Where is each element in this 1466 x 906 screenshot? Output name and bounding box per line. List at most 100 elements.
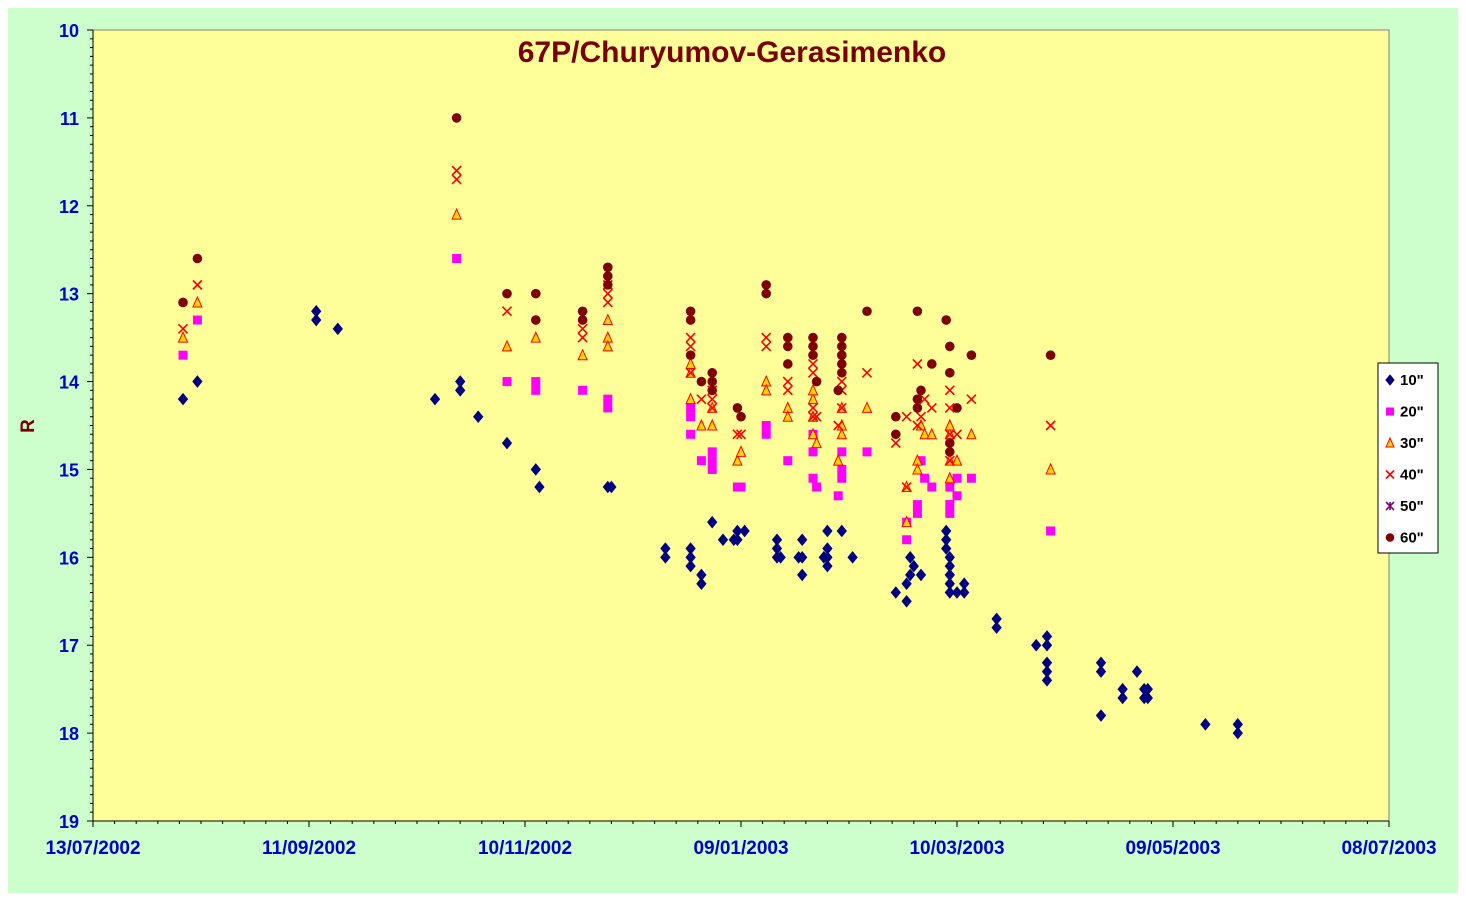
axes: 10 11 12 13 14 15 16 17 18 19 13/07/2002 11/09/2002… [45, 21, 1436, 859]
legend-box [1377, 362, 1439, 554]
data-point [332, 322, 343, 336]
data-point [455, 384, 466, 397]
data-point [808, 473, 818, 483]
data-point [915, 568, 927, 582]
data-point [603, 280, 613, 290]
data-point [966, 473, 976, 483]
data-point [808, 341, 818, 352]
data-point [177, 392, 189, 406]
data-point [1045, 462, 1056, 475]
data-point [915, 411, 927, 422]
data-point [602, 288, 613, 299]
data-point [761, 421, 771, 430]
data-point [736, 482, 746, 492]
data-point [793, 551, 804, 564]
data-point [833, 420, 844, 431]
series-6 [178, 113, 1056, 457]
data-point [926, 427, 938, 440]
data-point [905, 551, 916, 564]
data-point [606, 480, 617, 494]
data-point [451, 207, 462, 220]
data-point [531, 377, 541, 387]
data-point [696, 376, 707, 387]
data-point [912, 403, 923, 413]
data-point [783, 359, 793, 369]
data-point [837, 367, 847, 378]
data-point [602, 297, 613, 308]
data-point [177, 330, 189, 343]
legend-label: 40" [1400, 467, 1424, 484]
data-point [735, 429, 747, 440]
data-point [837, 359, 847, 369]
data-point [707, 402, 718, 413]
data-point [732, 429, 743, 440]
data-point [603, 394, 613, 404]
data-point [783, 341, 793, 352]
data-point [685, 315, 696, 325]
data-point [501, 436, 513, 450]
data-point [912, 420, 923, 431]
y-tick-label: 17 [59, 636, 79, 656]
y-tick-label: 14 [59, 373, 79, 393]
data-point [797, 568, 808, 582]
data-point [531, 385, 541, 395]
data-point [905, 568, 916, 582]
data-point [717, 533, 729, 547]
data-point [1131, 665, 1143, 678]
data-point [603, 403, 613, 413]
data-point [811, 411, 822, 422]
data-point [959, 586, 970, 599]
data-point [807, 383, 819, 396]
data-point [916, 385, 926, 396]
data-point [534, 480, 545, 494]
data-point [919, 427, 930, 440]
data-point [919, 394, 930, 405]
data-point [761, 341, 772, 352]
data-point [952, 473, 962, 483]
data-point [783, 332, 793, 343]
data-point [761, 332, 772, 343]
data-point [531, 288, 541, 299]
data-point [685, 341, 696, 352]
data-point [577, 348, 588, 361]
data-point [685, 367, 696, 378]
data-point [1232, 726, 1243, 740]
data-point [966, 394, 977, 405]
data-point [836, 427, 848, 440]
data-point [578, 385, 588, 395]
data-point [686, 429, 696, 439]
data-point [916, 456, 926, 466]
y-tick-label: 10 [59, 21, 79, 41]
data-point [1117, 691, 1128, 705]
data-point [739, 524, 750, 538]
data-point [1045, 420, 1056, 431]
data-point [836, 524, 847, 538]
x-tick-label: 10/11/2002 [478, 838, 572, 859]
data-point [822, 524, 833, 538]
data-point [192, 375, 203, 388]
data-point [901, 481, 912, 493]
data-point [602, 313, 614, 326]
legend-label: 10" [1400, 372, 1424, 389]
data-point [837, 447, 847, 457]
data-point [912, 358, 923, 370]
x-tick-label: 13/07/2002 [45, 838, 140, 859]
data-point [531, 315, 541, 325]
data-point [891, 411, 901, 422]
legend-marker [1385, 501, 1395, 511]
data-point [178, 350, 188, 360]
data-point [761, 288, 771, 299]
data-point [808, 332, 818, 343]
data-point [736, 411, 746, 422]
data-point [696, 456, 706, 466]
y-tick-label: 16 [59, 548, 79, 568]
data-point [429, 392, 441, 406]
data-point [908, 559, 919, 573]
chart-title: 67P/Churyumov-Gerasimenko [518, 36, 946, 69]
y-tick-label: 18 [59, 724, 79, 744]
data-point [920, 473, 930, 483]
data-point [861, 401, 873, 413]
data-point [901, 594, 912, 608]
